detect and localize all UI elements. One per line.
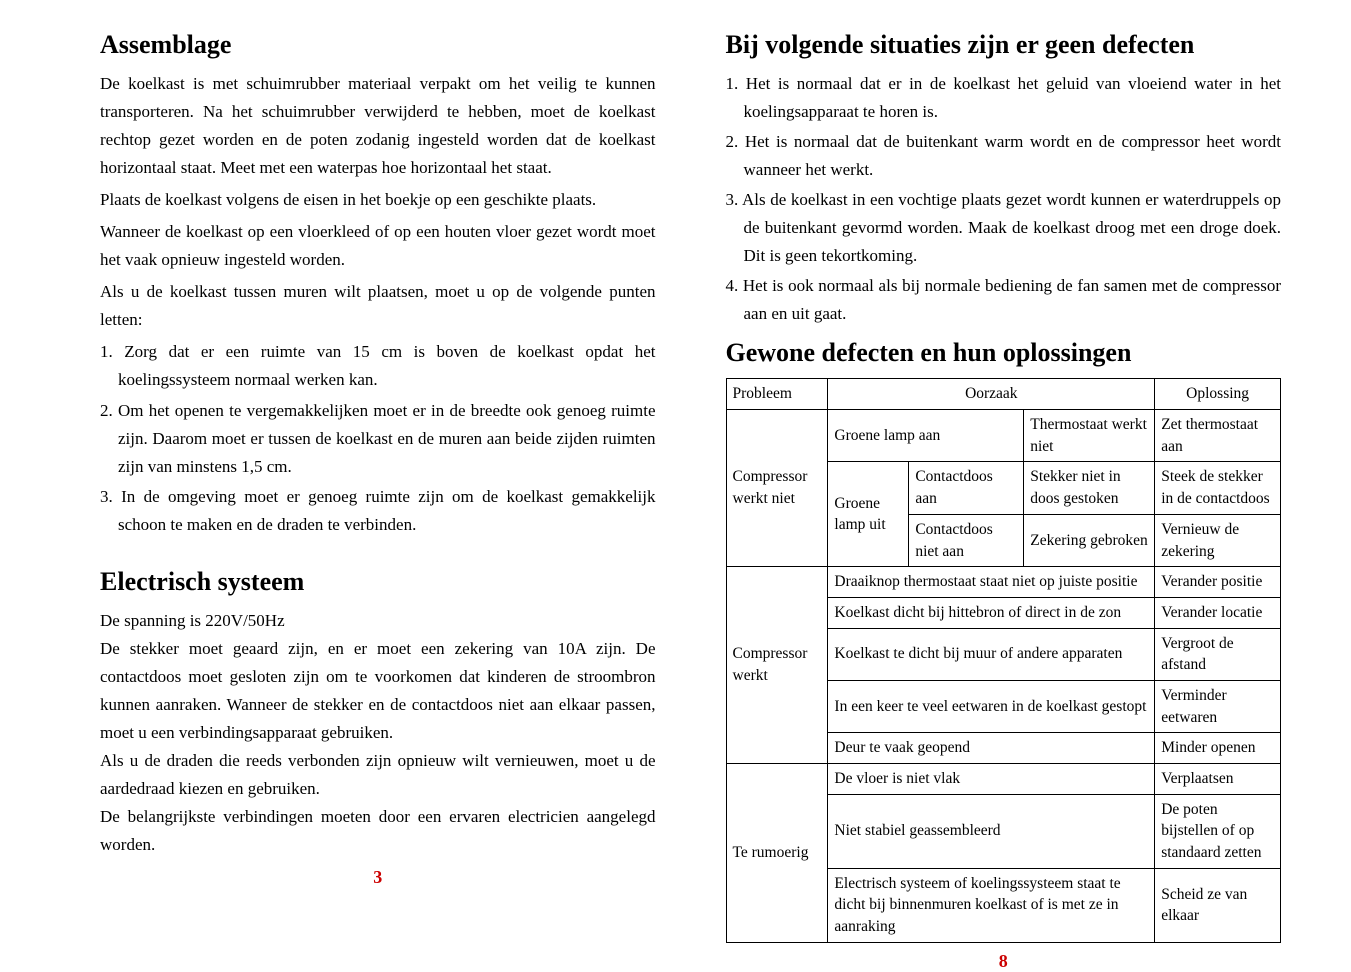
- cell-cause: In een keer te veel eetwaren in de koelk…: [828, 680, 1155, 732]
- assemblage-p4: Als u de koelkast tussen muren wilt plaa…: [100, 278, 656, 334]
- table-row: Compressor werkt Draaiknop thermostaat s…: [726, 567, 1281, 598]
- th-problem: Probleem: [726, 379, 828, 410]
- cell-solution: Verander locatie: [1155, 597, 1281, 628]
- heading-situaties: Bij volgende situaties zijn er geen defe…: [726, 30, 1282, 60]
- cell-problem: Compressor werkt: [726, 567, 828, 764]
- assemblage-p2: Plaats de koelkast volgens de eisen in h…: [100, 186, 656, 214]
- cell-solution: Vernieuw de zekering: [1155, 514, 1281, 566]
- assemblage-li2: 2. Om het openen te vergemakkelijken moe…: [100, 397, 656, 481]
- cell-solution: De poten bijstellen of op standaard zett…: [1155, 794, 1281, 868]
- assemblage-li3: 3. In de omgeving moet er genoeg ruimte …: [100, 483, 656, 539]
- cell-cause: Thermostaat werkt niet: [1024, 410, 1155, 462]
- assemblage-p3: Wanneer de koelkast op een vloerkleed of…: [100, 218, 656, 274]
- cell-cause: Electrisch systeem of koelingssysteem st…: [828, 868, 1155, 942]
- right-column: Bij volgende situaties zijn er geen defe…: [716, 30, 1282, 944]
- cell-solution: Zet thermostaat aan: [1155, 410, 1281, 462]
- electrisch-p3: Als u de draden die reeds verbonden zijn…: [100, 747, 656, 803]
- page-number-right: 8: [726, 951, 1282, 972]
- cell-solution: Verplaatsen: [1155, 764, 1281, 795]
- situaties-li3: 3. Als de koelkast in een vochtige plaat…: [726, 186, 1282, 270]
- cell-cause: Zekering gebroken: [1024, 514, 1155, 566]
- troubleshooting-table: Probleem Oorzaak Oplossing Compressor we…: [726, 378, 1282, 942]
- assemblage-li1: 1. Zorg dat er een ruimte van 15 cm is b…: [100, 338, 656, 394]
- cell-solution: Verminder eetwaren: [1155, 680, 1281, 732]
- cell-solution: Steek de stekker in de contactdoos: [1155, 462, 1281, 514]
- cell-problem: Te rumoerig: [726, 764, 828, 943]
- cell-solution: Minder openen: [1155, 733, 1281, 764]
- cell-cause: Niet stabiel geassembleerd: [828, 794, 1155, 868]
- cell-cause: Groene lamp aan: [828, 410, 1024, 462]
- heading-electrisch: Electrisch systeem: [100, 567, 656, 597]
- assemblage-list: 1. Zorg dat er een ruimte van 15 cm is b…: [100, 338, 656, 538]
- cell-cause: Koelkast dicht bij hittebron of direct i…: [828, 597, 1155, 628]
- cell-cause: Koelkast te dicht bij muur of andere app…: [828, 628, 1155, 680]
- cell-solution: Scheid ze van elkaar: [1155, 868, 1281, 942]
- page-number-left: 3: [100, 867, 656, 888]
- electrisch-p2: De stekker moet geaard zijn, en er moet …: [100, 635, 656, 747]
- cell-cause: Contactdoos niet aan: [909, 514, 1024, 566]
- left-column: Assemblage De koelkast is met schuimrubb…: [100, 30, 666, 944]
- th-solution: Oplossing: [1155, 379, 1281, 410]
- th-cause: Oorzaak: [828, 379, 1155, 410]
- cell-cause: Deur te vaak geopend: [828, 733, 1155, 764]
- heading-assemblage: Assemblage: [100, 30, 656, 60]
- situaties-list: 1. Het is normaal dat er in de koelkast …: [726, 70, 1282, 328]
- situaties-li4: 4. Het is ook normaal als bij normale be…: [726, 272, 1282, 328]
- cell-cause: Contactdoos aan: [909, 462, 1024, 514]
- cell-cause: Draaiknop thermostaat staat niet op juis…: [828, 567, 1155, 598]
- situaties-li2: 2. Het is normaal dat de buitenkant warm…: [726, 128, 1282, 184]
- situaties-li1: 1. Het is normaal dat er in de koelkast …: [726, 70, 1282, 126]
- heading-defecten: Gewone defecten en hun oplossingen: [726, 338, 1282, 368]
- cell-cause: Stekker niet in doos gestoken: [1024, 462, 1155, 514]
- cell-problem: Compressor werkt niet: [726, 410, 828, 567]
- table-header-row: Probleem Oorzaak Oplossing: [726, 379, 1281, 410]
- table-row: Te rumoerig De vloer is niet vlak Verpla…: [726, 764, 1281, 795]
- electrisch-p4: De belangrijkste verbindingen moeten doo…: [100, 803, 656, 859]
- electrisch-p1: De spanning is 220V/50Hz: [100, 607, 656, 635]
- cell-cause: Groene lamp uit: [828, 462, 909, 567]
- cell-solution: Vergroot de afstand: [1155, 628, 1281, 680]
- cell-solution: Verander positie: [1155, 567, 1281, 598]
- assemblage-p1: De koelkast is met schuimrubber materiaa…: [100, 70, 656, 182]
- table-row: Compressor werkt niet Groene lamp aan Th…: [726, 410, 1281, 462]
- cell-cause: De vloer is niet vlak: [828, 764, 1155, 795]
